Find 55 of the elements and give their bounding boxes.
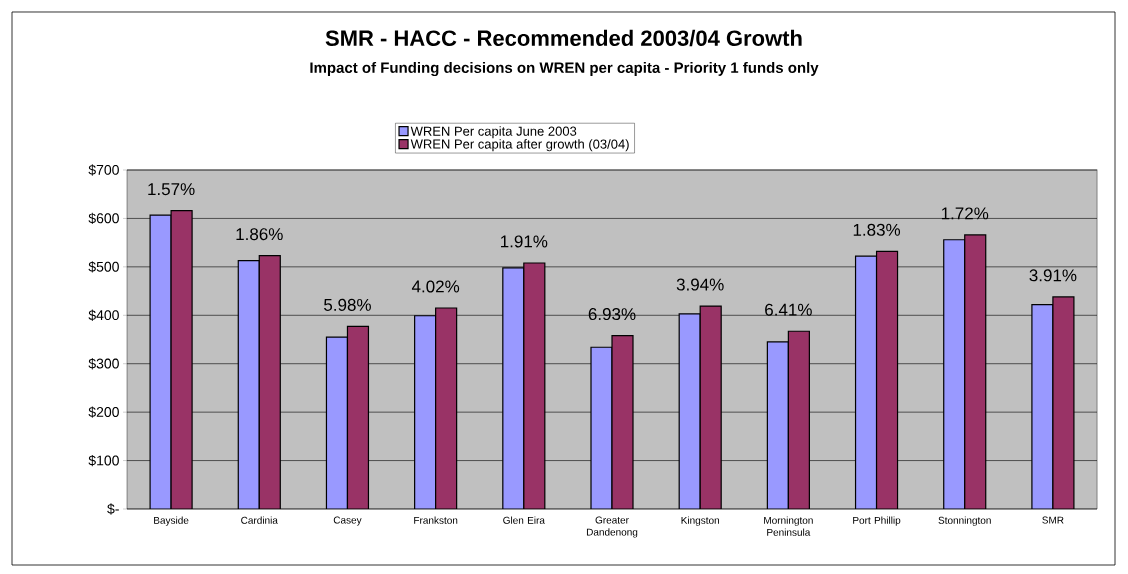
legend-label: WREN Per capita June 2003 [410, 126, 577, 139]
y-tick-label: $300 [88, 358, 119, 370]
annotation: 1.91% [501, 235, 548, 248]
bar [611, 335, 634, 509]
bar [170, 210, 193, 509]
bar [325, 336, 349, 509]
annotation: 1.86% [236, 228, 283, 241]
chart-title: SMR - HACC - Recommended 2003/04 Growth [325, 29, 802, 47]
bar [875, 250, 899, 509]
bar [346, 325, 370, 509]
x-tick-label: Glen Eira [503, 516, 545, 524]
bar [237, 259, 260, 509]
x-tick-label: Bayside [154, 516, 189, 526]
bar [943, 239, 966, 509]
y-tick-label: $600 [88, 212, 119, 225]
x-tick-label: SMR [1042, 516, 1064, 524]
y-tick-label: $200 [88, 406, 119, 418]
bar [435, 307, 458, 509]
bar [1031, 304, 1054, 509]
annotation: 5.98% [324, 298, 371, 311]
x-tick-label: Casey [333, 516, 362, 526]
annotation: 1.72% [941, 207, 989, 220]
bar [964, 234, 987, 509]
y-tick-label: $500 [88, 261, 119, 273]
annotation: 3.91% [1029, 269, 1077, 282]
annotation: 4.02% [411, 280, 460, 293]
y-tick-label: $100 [88, 454, 119, 467]
x-tick-label: Stonnington [938, 516, 991, 526]
y-tick-label: $400 [88, 309, 119, 321]
bar [258, 255, 281, 509]
x-tick-label: Kingston [681, 516, 719, 526]
bar [523, 262, 546, 509]
x-tick-label: Frankston [414, 516, 458, 524]
chart-subtitle: Impact of Funding decisions on WREN per capita - Priority 1 funds only [310, 61, 819, 77]
x-tick-label: Port Phillip [853, 516, 901, 526]
bar [149, 214, 172, 509]
legend-label: WREN Per capita after growth (03/04) [410, 139, 629, 152]
bar [1052, 296, 1075, 509]
annotation: 1.83% [853, 223, 901, 236]
x-tick-label: Mornington Peninsula [764, 516, 813, 536]
bar [854, 255, 878, 509]
y-tick-label: $- [107, 503, 119, 515]
x-tick-label: Greater Dandenong [586, 516, 638, 538]
x-tick-label: Cardinia [241, 516, 278, 524]
bar [502, 267, 525, 509]
annotation: 3.94% [676, 278, 724, 291]
y-tick-label: $700 [88, 164, 119, 176]
annotation: 1.57% [148, 183, 195, 196]
annotation: 6.41% [765, 303, 812, 316]
annotation: 6.93% [588, 308, 636, 321]
bar [766, 341, 789, 509]
bar [414, 315, 437, 509]
bar [678, 313, 701, 509]
bar [699, 305, 722, 509]
bar [787, 330, 810, 509]
